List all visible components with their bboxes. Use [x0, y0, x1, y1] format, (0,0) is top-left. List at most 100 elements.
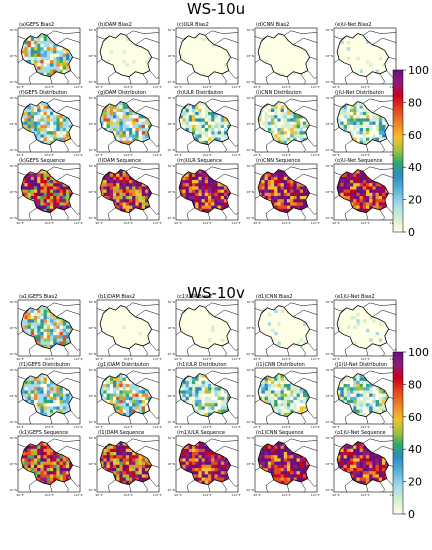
panel-frame [96, 367, 160, 425]
y-tick-label: 36°N [246, 436, 254, 440]
region-boundary [99, 33, 153, 78]
province-boundary [388, 56, 397, 60]
province-boundary [204, 302, 239, 308]
province-boundary [214, 37, 239, 46]
province-boundary [63, 481, 70, 493]
region-boundary [20, 169, 74, 214]
y-tick-label: 36°N [325, 300, 333, 304]
y-tick-label: 36°N [167, 96, 175, 100]
province-boundary [214, 105, 239, 114]
province-boundary [17, 443, 31, 448]
panel-frame [333, 27, 397, 85]
panel-title: (f)GEFS Distributon [19, 90, 67, 96]
province-boundary [204, 98, 239, 104]
y-tick-label: 28°N [9, 326, 17, 330]
x-tick-label: 112°E [152, 153, 161, 157]
x-tick-label: 104°E [202, 425, 211, 429]
x-tick-label: 96°E [332, 153, 339, 157]
x-tick-label: 96°E [174, 85, 181, 89]
y-tick-label: 20°N [246, 148, 254, 152]
y-tick-label: 20°N [9, 80, 17, 84]
province-boundary [125, 98, 160, 104]
x-tick-label: 112°E [231, 153, 240, 157]
y-tick-label: 20°N [325, 80, 333, 84]
province-boundary [204, 438, 239, 444]
panel-title: (d1)CNN Bias2 [256, 294, 293, 300]
panel-frame [254, 299, 318, 357]
province-boundary [254, 399, 261, 403]
region-boundary [257, 441, 311, 486]
province-boundary [254, 127, 261, 131]
province-boundary [228, 410, 239, 419]
panel-title: (j1)U-Net Distributon [335, 362, 387, 368]
province-boundary [96, 171, 110, 176]
y-tick-label: 28°N [246, 462, 254, 466]
colorbar: 0 20 40 60 80 100 [392, 64, 429, 239]
panel-title: (g)DAM Distributon [98, 90, 146, 96]
x-tick-label: 112°E [310, 85, 319, 89]
panel-frame [175, 163, 239, 221]
panel-title: (i)CNN Distributon [256, 90, 302, 96]
panel-frame [175, 27, 239, 85]
province-boundary [344, 343, 353, 357]
x-tick-label: 104°E [281, 153, 290, 157]
colorbar-tick-label: 0 [408, 508, 415, 521]
y-tick-label: 20°N [9, 420, 17, 424]
province-boundary [63, 73, 70, 85]
region-boundary [99, 305, 153, 350]
province-boundary [125, 302, 160, 308]
province-boundary [254, 171, 268, 176]
province-boundary [230, 192, 239, 196]
province-boundary [333, 467, 340, 471]
region-boundary [257, 373, 311, 418]
province-boundary [70, 410, 81, 419]
province-boundary [344, 479, 353, 493]
province-boundary [56, 309, 81, 318]
province-boundary [283, 302, 318, 308]
y-tick-label: 28°N [325, 462, 333, 466]
colorbar-tick-label: 40 [408, 443, 422, 456]
province-boundary [379, 345, 386, 357]
province-boundary [283, 166, 318, 172]
x-tick-label: 104°E [123, 153, 132, 157]
province-boundary [96, 399, 103, 403]
x-tick-label: 112°E [310, 493, 319, 497]
province-boundary [221, 413, 228, 425]
province-boundary [151, 464, 160, 468]
province-boundary [204, 166, 239, 172]
region-boundary [257, 101, 311, 146]
y-tick-label: 28°N [88, 122, 96, 126]
province-boundary [214, 377, 239, 386]
x-tick-label: 112°E [231, 357, 240, 361]
province-boundary [63, 141, 70, 153]
y-tick-label: 36°N [167, 28, 175, 32]
y-tick-label: 28°N [88, 462, 96, 466]
province-boundary [221, 73, 228, 85]
province-boundary [128, 416, 132, 425]
panel-frame [254, 367, 318, 425]
region-boundary [99, 101, 153, 146]
province-boundary [365, 484, 369, 493]
region-boundary [99, 373, 153, 418]
y-tick-label: 36°N [325, 96, 333, 100]
panel-title: (f1)GEFS Distributon [19, 362, 70, 368]
province-boundary [293, 309, 318, 318]
province-boundary [362, 438, 397, 444]
x-tick-label: 112°E [152, 493, 161, 497]
province-boundary [72, 192, 81, 196]
province-boundary [49, 144, 53, 153]
province-boundary [96, 195, 103, 199]
y-tick-label: 36°N [88, 368, 96, 372]
y-tick-label: 36°N [88, 164, 96, 168]
province-boundary [96, 467, 103, 471]
province-boundary [388, 328, 397, 332]
panel-title: (o1)U-Net Sequence [335, 430, 386, 436]
x-tick-label: 96°E [174, 153, 181, 157]
colorbar-tick-label: 40 [408, 161, 422, 174]
province-boundary [96, 331, 103, 335]
